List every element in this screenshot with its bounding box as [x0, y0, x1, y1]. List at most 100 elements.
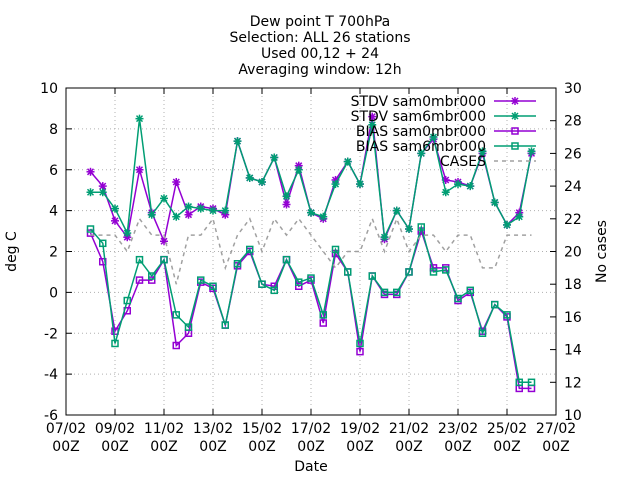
y2-tick-label: 16 — [564, 310, 582, 326]
data-point — [527, 378, 536, 387]
legend-label: STDV sam0mbr000 — [351, 94, 486, 110]
y-tick-label: 4 — [49, 204, 58, 220]
data-point — [441, 188, 450, 197]
data-point — [295, 278, 303, 286]
data-point — [503, 311, 511, 319]
data-point — [380, 288, 389, 297]
data-point — [490, 198, 499, 207]
series-4 — [90, 216, 532, 285]
data-point — [233, 137, 242, 146]
data-point — [344, 268, 352, 276]
x-tick-label: 00Z — [52, 439, 79, 455]
legend-marker — [511, 127, 519, 135]
data-point — [466, 182, 475, 191]
legend-label: CASES — [440, 154, 486, 170]
data-point — [172, 178, 181, 187]
x-tick-label: 11/02 — [144, 421, 184, 437]
data-point — [86, 188, 95, 197]
data-point — [478, 147, 487, 156]
x-tick-label: 00Z — [150, 439, 177, 455]
data-point — [184, 202, 193, 211]
x-axis-label: Date — [294, 459, 327, 475]
data-point — [147, 210, 156, 219]
x-tick-label: 00Z — [542, 439, 569, 455]
data-point — [295, 282, 303, 290]
data-point — [111, 339, 119, 348]
data-point — [172, 311, 180, 319]
data-point — [405, 225, 413, 234]
data-point — [209, 206, 217, 215]
data-point — [356, 180, 364, 189]
data-point — [123, 296, 131, 305]
data-point — [258, 178, 266, 187]
x-tick-label: 00Z — [248, 439, 275, 455]
data-point — [392, 206, 401, 215]
data-point — [245, 173, 254, 182]
data-point — [503, 220, 511, 229]
data-point — [515, 378, 523, 387]
data-point — [405, 268, 413, 276]
x-tick-label: 00Z — [297, 439, 324, 455]
data-point — [417, 223, 425, 231]
x-tick-label: 21/02 — [389, 421, 429, 437]
x-tick-label: 00Z — [101, 439, 128, 455]
data-point — [86, 167, 95, 176]
y2-axis-label: No cases — [594, 220, 610, 283]
data-point — [442, 266, 450, 274]
x-tick-label: 25/02 — [487, 421, 527, 437]
data-point — [368, 112, 377, 121]
data-point — [356, 347, 364, 356]
y-tick-label: 6 — [49, 163, 58, 179]
series-1 — [86, 114, 536, 242]
x-tick-label: 13/02 — [193, 421, 233, 437]
y2-tick-label: 26 — [564, 146, 582, 162]
x-tick-label: 07/02 — [46, 421, 86, 437]
ticks: 07/02 00Z 09/02 00Z 11/02 00Z 13/02 00Z 15/02 00Z… — [40, 81, 582, 455]
data-point — [294, 165, 303, 174]
data-point — [258, 280, 266, 288]
data-point — [233, 260, 242, 268]
data-point — [148, 272, 156, 280]
data-point — [454, 294, 462, 303]
x-tick-label: 00Z — [395, 439, 422, 455]
legend-label: STDV sam6mbr000 — [351, 109, 486, 125]
data-point — [282, 200, 291, 209]
y-tick-label: 8 — [49, 122, 58, 138]
data-point — [368, 120, 377, 129]
y-tick-label: 2 — [49, 245, 58, 261]
series — [86, 112, 536, 393]
x-tick-label: 09/02 — [95, 421, 135, 437]
x-tick-label: 27/02 — [536, 421, 576, 437]
data-point — [331, 245, 340, 254]
data-point — [307, 274, 315, 282]
series-3 — [86, 223, 536, 387]
legend-label: BIAS sam0mbr000 — [356, 124, 486, 140]
data-point — [111, 216, 119, 225]
grid — [66, 88, 556, 415]
data-point — [368, 272, 376, 280]
series-line — [89, 224, 532, 384]
data-point — [380, 233, 389, 242]
y2-tick-label: 20 — [564, 245, 582, 261]
data-point — [429, 133, 438, 142]
data-point — [135, 114, 144, 123]
data-point — [221, 206, 230, 215]
legend-marker — [511, 142, 519, 150]
data-point — [270, 286, 278, 295]
legend-marker — [511, 97, 519, 105]
y2-tick-label: 24 — [564, 179, 582, 195]
y2-tick-label: 30 — [564, 81, 582, 97]
data-point — [343, 157, 352, 166]
y2-tick-label: 22 — [564, 212, 582, 228]
data-point — [282, 192, 291, 201]
title-line: Averaging window: 12h — [238, 62, 401, 78]
data-point — [515, 212, 524, 221]
data-point — [356, 339, 364, 348]
data-point — [111, 204, 119, 213]
data-point — [184, 323, 193, 331]
x-tick-label: 00Z — [346, 439, 373, 455]
data-point — [393, 288, 401, 297]
data-point — [417, 149, 426, 158]
y2-tick-label: 18 — [564, 277, 582, 293]
